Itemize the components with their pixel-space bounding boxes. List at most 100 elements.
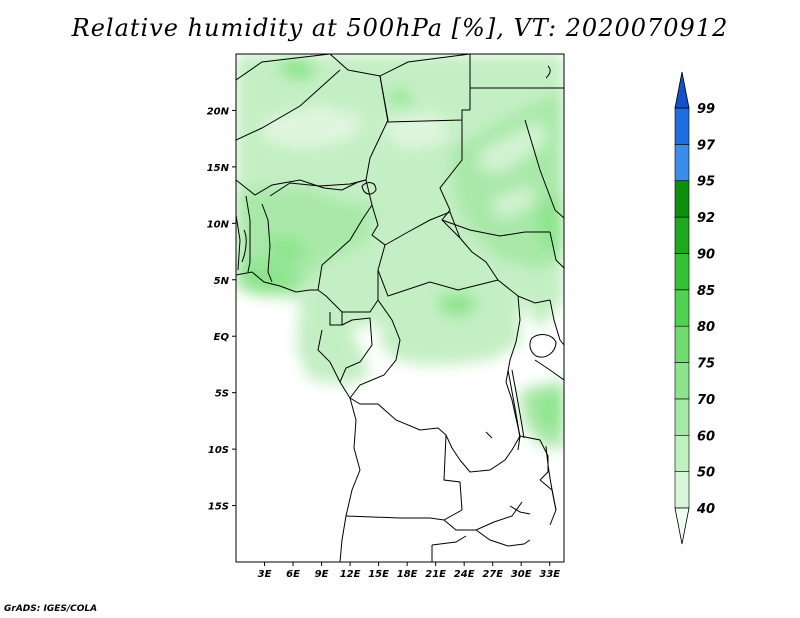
lake-mweru: [485, 431, 493, 439]
border-niger-chad: [365, 75, 389, 206]
colorbar-level-label: 90: [697, 247, 715, 262]
lake-tanganyika: [507, 369, 521, 439]
border-gabon-coast: [317, 329, 351, 399]
lat-tick-label: EQ: [214, 332, 230, 343]
lat-tick-label: 20N: [207, 106, 230, 117]
dry-streak-3: [480, 120, 550, 175]
humid-region-congo: [380, 300, 520, 365]
border-mali-niger: [236, 69, 341, 141]
lat-tick-label: 10N: [207, 219, 230, 230]
humid-core-west2: [268, 235, 305, 265]
lon-tick-label: 3E: [258, 569, 272, 580]
lat-tick-label: 10S: [208, 445, 229, 456]
colorbar-min-triangle: [674, 507, 690, 545]
border-angola-drc: [349, 397, 461, 461]
colorbar-bin: [674, 216, 690, 254]
border-sudan-ethiopia: [524, 119, 564, 219]
colorbar-bin: [674, 289, 690, 327]
border-zambia-south: [443, 501, 523, 531]
border-drc-uganda: [505, 295, 521, 383]
colorbar-level-label: 50: [697, 466, 715, 481]
colorbar-bin: [674, 325, 690, 363]
lake-victoria: [529, 334, 557, 358]
humid-core-ne: [535, 195, 564, 250]
colorbar-bin: [674, 434, 690, 472]
border-benin-nigeria: [261, 203, 273, 283]
lake-tana: [545, 65, 551, 79]
lat-tick-label: 15S: [208, 502, 229, 513]
border-ghana-togo: [245, 195, 251, 273]
border-malawi-mozambique: [539, 479, 557, 526]
border-southsudan-ethiopia: [549, 231, 564, 269]
humid-core-nile: [386, 90, 412, 106]
colorbar-bin: [674, 144, 690, 182]
grads-credit: GrADS: IGES/COLA: [4, 604, 98, 614]
dry-streak-1: [260, 105, 365, 150]
map-frame: [235, 53, 565, 563]
colorbar-bin: [674, 180, 690, 218]
border-congo-drc: [349, 299, 401, 399]
lake-kariba: [509, 505, 531, 515]
border-drc-tanzania-lake: [505, 381, 521, 451]
dry-streak-4: [490, 185, 536, 220]
humidity-field: [236, 54, 564, 450]
colorbar-level-label: 85: [697, 284, 715, 299]
border-uganda-kenya: [549, 299, 564, 346]
lon-tick-label: 24E: [454, 569, 475, 580]
latitude-axis: 20N 15N 10N 5N EQ 5S 10S 15S: [207, 106, 236, 513]
lat-tick-label: 15N: [207, 163, 230, 174]
lon-tick-label: 30E: [511, 569, 532, 580]
lon-tick-label: 9E: [315, 569, 329, 580]
border-sudan-southsudan: [441, 219, 550, 237]
lake-chad: [361, 182, 377, 195]
colorbar-level-label: 60: [697, 429, 715, 444]
colorbar-level-label: 75: [697, 357, 715, 372]
border-equatorial-guinea: [329, 312, 343, 326]
border-gabon-congo: [339, 317, 373, 383]
lon-tick-label: 21E: [425, 569, 446, 580]
border-botswana-caprivi: [431, 535, 467, 546]
colorbar-level-label: 70: [697, 393, 715, 408]
coast-west-africa: [236, 271, 318, 293]
humid-region-coast: [296, 300, 370, 385]
border-zambia-malawi: [519, 435, 549, 481]
humid-core-center: [438, 292, 478, 318]
colorbar-level-label: 99: [697, 102, 715, 117]
colorbar-bin: [674, 253, 690, 291]
border-zimbabwe: [475, 529, 531, 547]
colorbar-bin: [674, 362, 690, 400]
border-drc-zambia: [459, 435, 521, 473]
colorbar-level-label: 97: [697, 138, 716, 153]
lat-tick-label: 5N: [214, 276, 230, 287]
border-angola-coast: [339, 397, 361, 562]
border-car-sudan: [459, 237, 499, 281]
border-niger-nigeria: [269, 179, 367, 197]
border-chad-sudan: [439, 120, 463, 239]
lake-volta: [241, 229, 247, 263]
chart-title: Relative humidity at 500hPa [%], VT: 202…: [71, 14, 729, 42]
border-burkina-niger: [236, 179, 367, 196]
country-borders: [236, 54, 564, 562]
colorbar: 40 50 60 70 75 80 85 90 92 95 97 99: [674, 71, 716, 545]
border-car-drc: [377, 269, 499, 297]
border-ghana-west: [236, 214, 241, 271]
colorbar-bin: [674, 471, 690, 509]
humid-core-north: [278, 57, 318, 82]
border-southsudan-drc: [497, 279, 551, 304]
lon-tick-label: 27E: [482, 569, 503, 580]
colorbar-bin: [674, 107, 690, 145]
border-algeria-mali: [236, 54, 331, 81]
colorbar-bin: [674, 398, 690, 436]
lon-tick-label: 33E: [539, 569, 560, 580]
colorbar-level-label: 95: [697, 175, 715, 190]
humid-core-east-low: [535, 390, 564, 430]
border-nigeria-cameroon: [317, 204, 373, 291]
lake-malawi: [545, 445, 557, 511]
colorbar-max-triangle: [674, 71, 690, 109]
colorbar-level-label: 92: [697, 211, 715, 226]
lon-tick-label: 18E: [397, 569, 418, 580]
border-chad-cameroon: [371, 204, 386, 271]
lat-tick-label: 5S: [215, 389, 229, 400]
longitude-axis: 3E 6E 9E 12E 15E 18E 21E 24E 27E 30E 33E: [258, 562, 560, 580]
